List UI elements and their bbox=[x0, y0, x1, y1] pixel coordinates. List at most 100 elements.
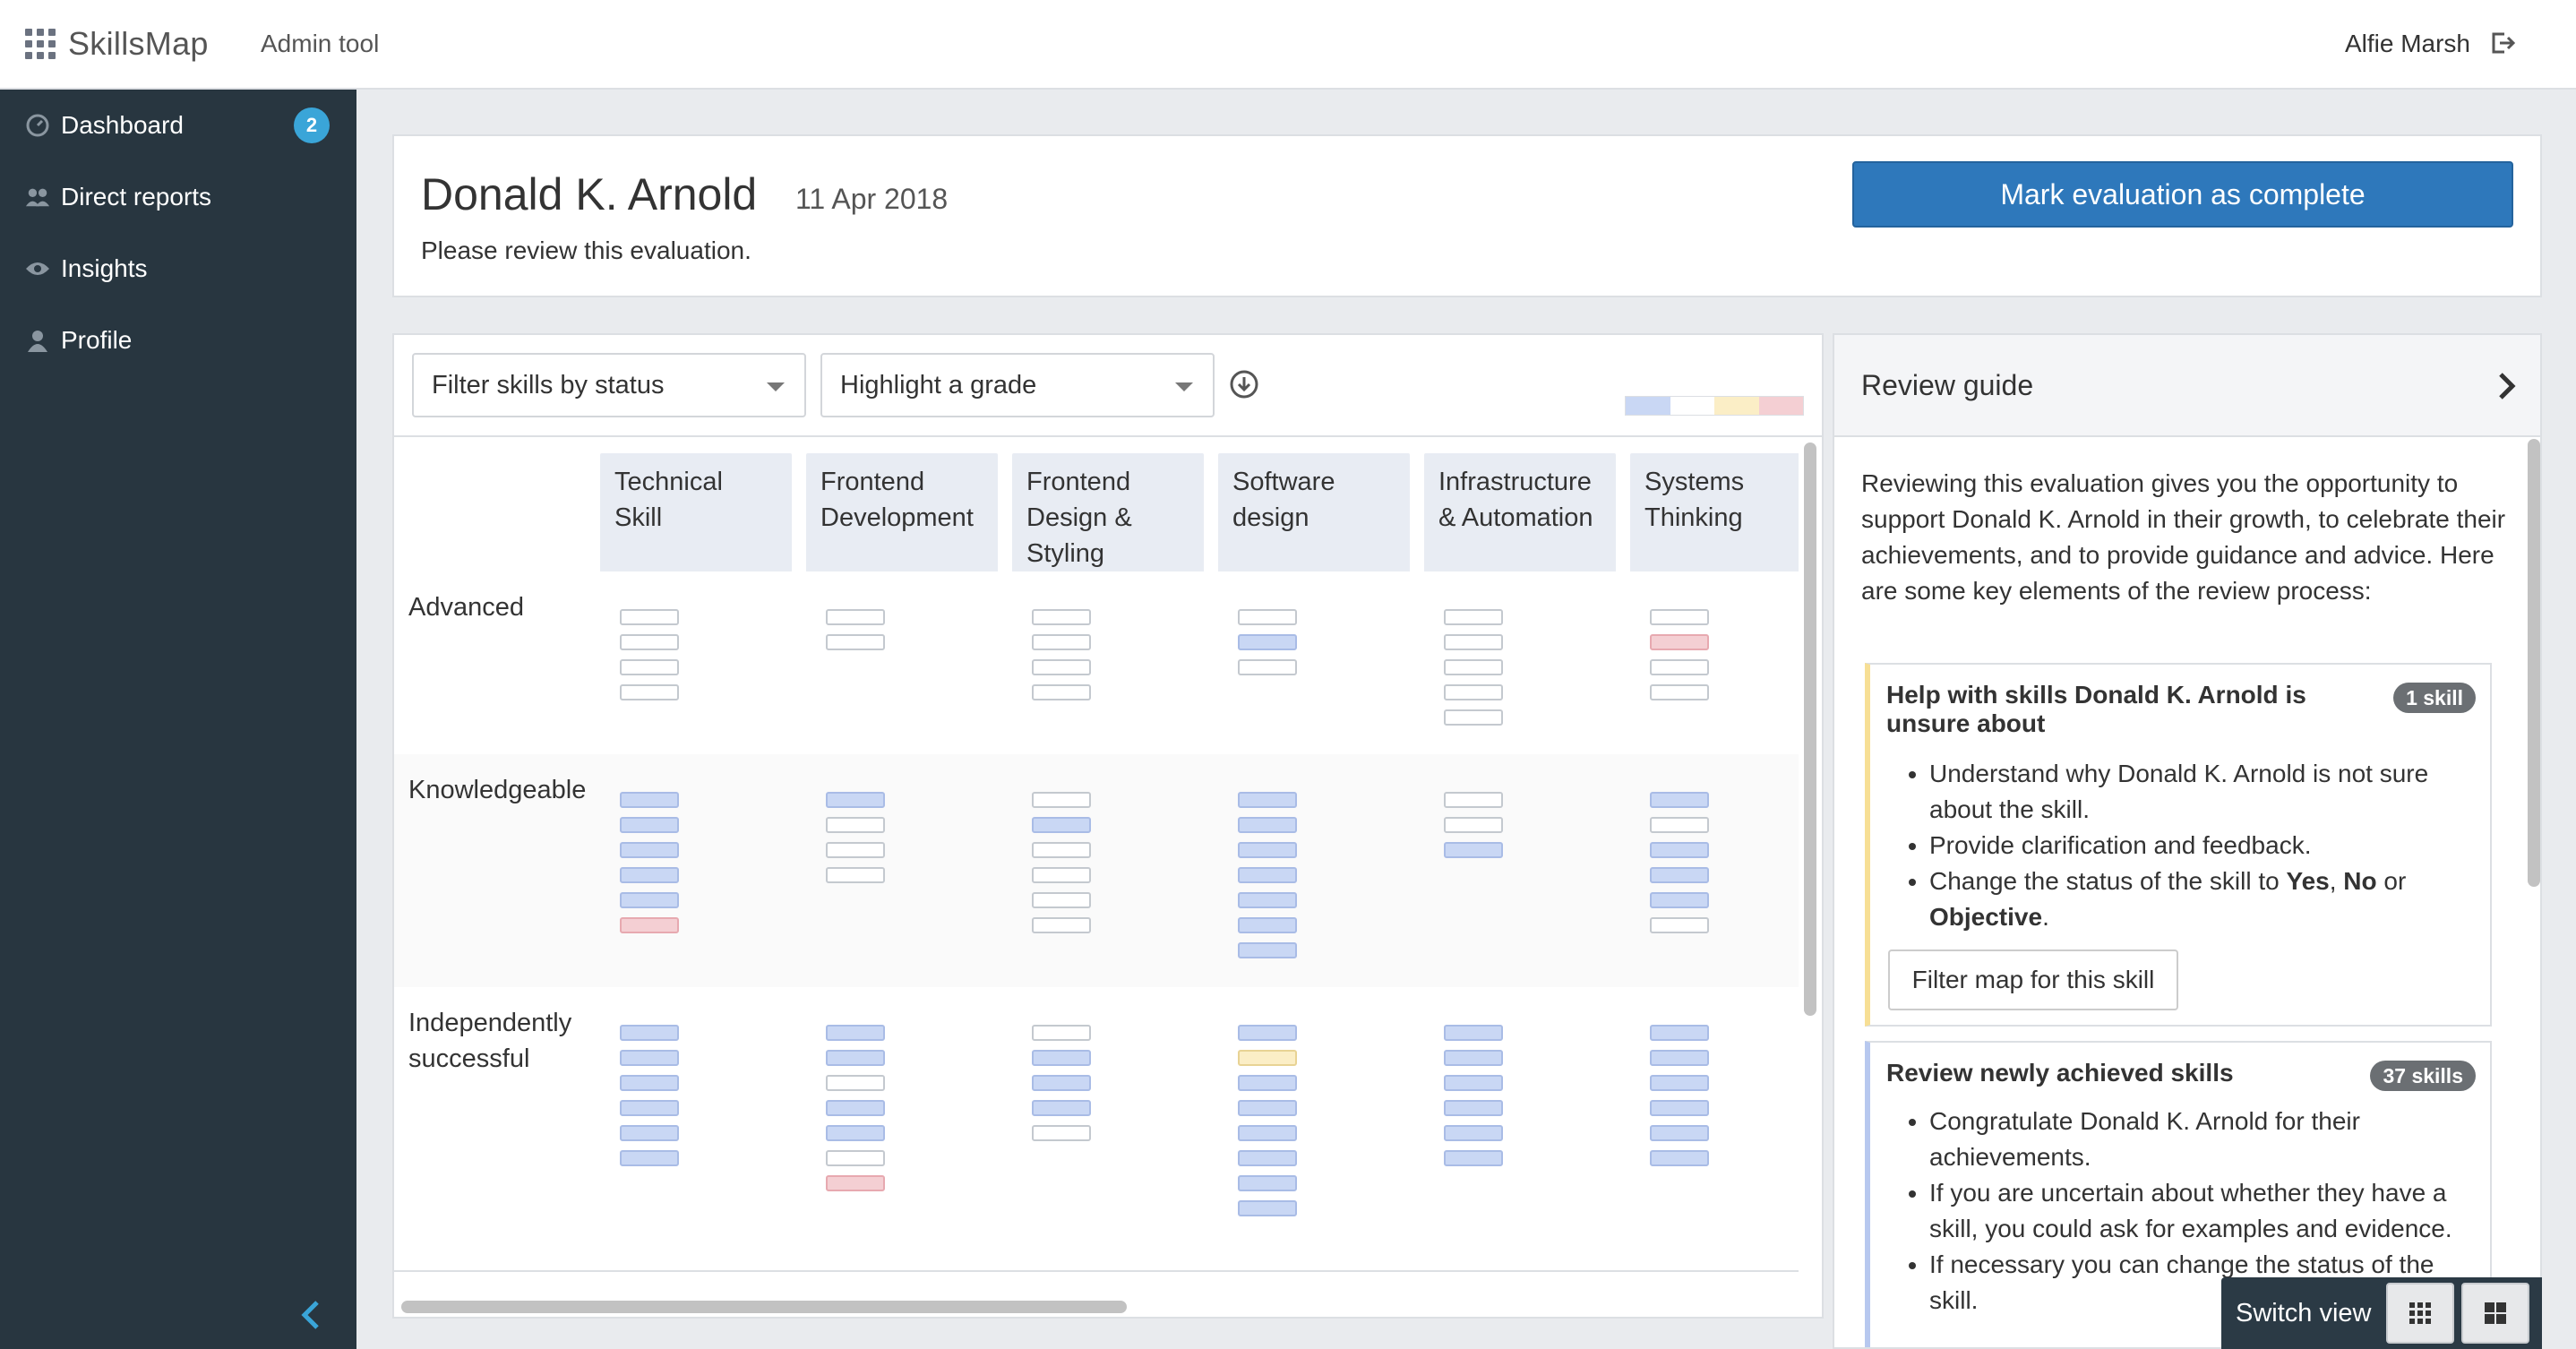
skill-cell[interactable] bbox=[1032, 817, 1091, 833]
skill-cell[interactable] bbox=[1650, 867, 1709, 883]
skill-cell[interactable] bbox=[826, 1075, 885, 1091]
skill-cell[interactable] bbox=[1444, 1025, 1503, 1041]
skill-cell[interactable] bbox=[620, 1125, 679, 1141]
sidebar-item-direct-reports[interactable]: Direct reports bbox=[0, 161, 356, 233]
skill-cell[interactable] bbox=[620, 892, 679, 908]
skill-cell[interactable] bbox=[1650, 1025, 1709, 1041]
skill-cell[interactable] bbox=[1238, 659, 1297, 675]
skill-cell[interactable] bbox=[1650, 634, 1709, 650]
skill-cell[interactable] bbox=[826, 634, 885, 650]
skill-cell[interactable] bbox=[620, 609, 679, 625]
skill-cell[interactable] bbox=[1650, 659, 1709, 675]
brand-logo[interactable]: SkillsMap bbox=[25, 25, 209, 63]
skill-cell[interactable] bbox=[620, 817, 679, 833]
skill-cell[interactable] bbox=[826, 1050, 885, 1066]
skill-cell[interactable] bbox=[1444, 634, 1503, 650]
skill-cell[interactable] bbox=[1650, 792, 1709, 808]
skill-cell[interactable] bbox=[1444, 659, 1503, 675]
skill-cell[interactable] bbox=[1444, 842, 1503, 858]
skill-cell[interactable] bbox=[1650, 609, 1709, 625]
skill-cell[interactable] bbox=[826, 609, 885, 625]
skill-cell[interactable] bbox=[1238, 1200, 1297, 1216]
collapse-sidebar-icon[interactable] bbox=[297, 1297, 324, 1333]
skill-cell[interactable] bbox=[826, 1175, 885, 1191]
skill-cell[interactable] bbox=[620, 917, 679, 933]
large-view-button[interactable] bbox=[2461, 1283, 2529, 1344]
column-header[interactable]: Software design bbox=[1218, 453, 1410, 575]
skill-cell[interactable] bbox=[620, 842, 679, 858]
skill-cell[interactable] bbox=[826, 842, 885, 858]
sidebar-item-insights[interactable]: Insights bbox=[0, 233, 356, 305]
skill-cell[interactable] bbox=[1444, 1150, 1503, 1166]
skill-cell[interactable] bbox=[1650, 1100, 1709, 1116]
skill-cell[interactable] bbox=[1032, 1050, 1091, 1066]
skill-cell[interactable] bbox=[826, 1150, 885, 1166]
skill-cell[interactable] bbox=[620, 1100, 679, 1116]
skill-cell[interactable] bbox=[826, 792, 885, 808]
logout-icon[interactable] bbox=[2488, 29, 2517, 57]
skill-cell[interactable] bbox=[1238, 817, 1297, 833]
skill-cell[interactable] bbox=[1238, 1050, 1297, 1066]
skill-cell[interactable] bbox=[1444, 709, 1503, 726]
skill-cell[interactable] bbox=[826, 867, 885, 883]
skill-cell[interactable] bbox=[1444, 684, 1503, 700]
skill-cell[interactable] bbox=[1444, 1100, 1503, 1116]
skill-cell[interactable] bbox=[1032, 1025, 1091, 1041]
skill-cell[interactable] bbox=[826, 1125, 885, 1141]
skill-cell[interactable] bbox=[620, 867, 679, 883]
skill-cell[interactable] bbox=[1238, 634, 1297, 650]
chevron-right-icon[interactable] bbox=[2495, 371, 2517, 401]
skill-cell[interactable] bbox=[1032, 917, 1091, 933]
skill-cell[interactable] bbox=[1650, 684, 1709, 700]
skill-cell[interactable] bbox=[620, 659, 679, 675]
skill-cell[interactable] bbox=[1650, 1075, 1709, 1091]
skill-cell[interactable] bbox=[620, 1150, 679, 1166]
skill-cell[interactable] bbox=[1238, 892, 1297, 908]
skill-cell[interactable] bbox=[1238, 942, 1297, 958]
skill-cell[interactable] bbox=[1238, 609, 1297, 625]
skill-cell[interactable] bbox=[1032, 867, 1091, 883]
review-guide-header[interactable]: Review guide bbox=[1834, 335, 2540, 437]
skill-cell[interactable] bbox=[1650, 817, 1709, 833]
skill-cell[interactable] bbox=[1238, 1175, 1297, 1191]
skill-cell[interactable] bbox=[1444, 817, 1503, 833]
skill-cell[interactable] bbox=[826, 1100, 885, 1116]
skill-cell[interactable] bbox=[1238, 1125, 1297, 1141]
skill-cell[interactable] bbox=[1032, 1075, 1091, 1091]
skill-cell[interactable] bbox=[620, 684, 679, 700]
skill-cell[interactable] bbox=[1032, 792, 1091, 808]
grade-highlight-select[interactable]: Highlight a grade bbox=[820, 353, 1215, 417]
skill-cell[interactable] bbox=[1238, 842, 1297, 858]
skill-cell[interactable] bbox=[1650, 1150, 1709, 1166]
sidebar-item-profile[interactable]: Profile bbox=[0, 305, 356, 376]
skill-cell[interactable] bbox=[620, 1075, 679, 1091]
skill-cell[interactable] bbox=[1650, 1050, 1709, 1066]
column-header[interactable]: Frontend Design & Styling bbox=[1012, 453, 1204, 575]
skill-cell[interactable] bbox=[1238, 867, 1297, 883]
skill-cell[interactable] bbox=[1238, 1150, 1297, 1166]
column-header[interactable]: Infrastructure & Automation bbox=[1424, 453, 1616, 575]
skill-cell[interactable] bbox=[1444, 1050, 1503, 1066]
column-header[interactable]: Frontend Development bbox=[806, 453, 998, 575]
admin-tool-link[interactable]: Admin tool bbox=[261, 30, 380, 57]
skill-cell[interactable] bbox=[1238, 1100, 1297, 1116]
skill-cell[interactable] bbox=[1650, 917, 1709, 933]
skill-cell[interactable] bbox=[620, 634, 679, 650]
skill-cell[interactable] bbox=[1650, 892, 1709, 908]
mark-complete-button[interactable]: Mark evaluation as complete bbox=[1852, 161, 2513, 228]
skill-cell[interactable] bbox=[1032, 842, 1091, 858]
user-name[interactable]: Alfie Marsh bbox=[2344, 30, 2470, 57]
skill-cell[interactable] bbox=[1032, 684, 1091, 700]
skill-cell[interactable] bbox=[1238, 792, 1297, 808]
guide-scrollbar[interactable] bbox=[2528, 439, 2540, 887]
skill-cell[interactable] bbox=[1444, 609, 1503, 625]
download-icon[interactable] bbox=[1229, 369, 1259, 400]
skill-cell[interactable] bbox=[1032, 892, 1091, 908]
skill-cell[interactable] bbox=[1032, 659, 1091, 675]
horizontal-scrollbar[interactable] bbox=[401, 1301, 1127, 1313]
skill-cell[interactable] bbox=[1238, 1075, 1297, 1091]
column-header[interactable]: Systems Thinking bbox=[1630, 453, 1799, 575]
skill-cell[interactable] bbox=[826, 817, 885, 833]
skill-cell[interactable] bbox=[1238, 917, 1297, 933]
compact-view-button[interactable] bbox=[2386, 1283, 2454, 1344]
